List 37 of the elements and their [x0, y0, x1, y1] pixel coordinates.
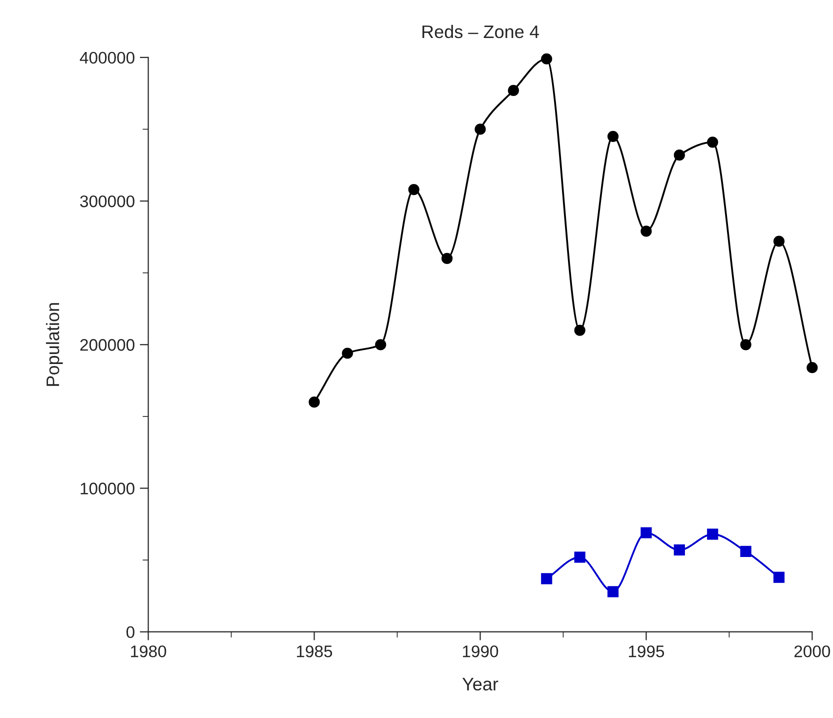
- point: [541, 53, 552, 64]
- point: [541, 573, 552, 584]
- x-tick-label: 1990: [462, 645, 498, 658]
- point: [773, 236, 785, 247]
- point: [408, 184, 420, 196]
- x-tick-label: 2000: [794, 645, 830, 658]
- point: [375, 339, 386, 350]
- point: [308, 396, 320, 408]
- x-tick-label: 1980: [131, 645, 166, 658]
- point: [674, 150, 685, 161]
- point: [508, 84, 519, 96]
- x-axis-title: Year: [462, 678, 498, 690]
- point: [574, 324, 586, 336]
- point: [574, 552, 586, 563]
- point: [640, 226, 652, 237]
- y-tick-label: 0: [126, 626, 134, 638]
- x-tick-label: 1995: [628, 645, 664, 658]
- point: [640, 527, 652, 538]
- point: [607, 130, 619, 142]
- y-tick-label: 200000: [80, 339, 134, 351]
- chart-title: Reds – Zone 4: [422, 24, 539, 38]
- point: [607, 586, 619, 598]
- y-tick-label: 400000: [80, 52, 134, 64]
- y-axis-title: Population: [46, 303, 63, 386]
- point: [740, 339, 752, 350]
- x-tick-label: 1985: [296, 645, 332, 658]
- point: [342, 348, 353, 359]
- y-tick-label: 100000: [80, 482, 134, 494]
- point: [441, 252, 453, 264]
- point: [474, 124, 486, 135]
- point: [707, 136, 718, 148]
- point: [707, 528, 718, 540]
- point: [806, 362, 818, 374]
- point: [773, 572, 785, 583]
- point: [674, 544, 685, 556]
- y-tick-label: 300000: [80, 195, 134, 208]
- point: [740, 546, 752, 557]
